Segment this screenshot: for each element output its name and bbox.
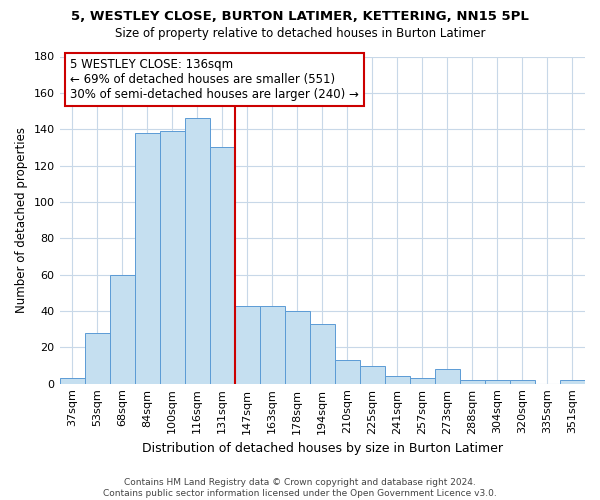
Bar (385, 376, 410, 384)
Bar (560, 380, 585, 384)
Bar (209, 148, 235, 384)
Text: Size of property relative to detached houses in Burton Latimer: Size of property relative to detached ho… (115, 28, 485, 40)
Bar (410, 378, 435, 384)
Text: Contains HM Land Registry data © Crown copyright and database right 2024.
Contai: Contains HM Land Registry data © Crown c… (103, 478, 497, 498)
Bar (260, 306, 285, 384)
Bar (134, 133, 160, 384)
Bar (110, 274, 134, 384)
X-axis label: Distribution of detached houses by size in Burton Latimer: Distribution of detached houses by size … (142, 442, 503, 455)
Bar (360, 366, 385, 384)
Bar (460, 380, 485, 384)
Y-axis label: Number of detached properties: Number of detached properties (15, 127, 28, 313)
Bar (235, 306, 260, 384)
Bar (85, 333, 110, 384)
Bar (435, 369, 460, 384)
Bar (160, 131, 185, 384)
Bar (285, 311, 310, 384)
Bar (310, 324, 335, 384)
Bar (185, 118, 209, 384)
Bar (335, 360, 360, 384)
Text: 5 WESTLEY CLOSE: 136sqm
← 69% of detached houses are smaller (551)
30% of semi-d: 5 WESTLEY CLOSE: 136sqm ← 69% of detache… (70, 58, 359, 101)
Bar (59, 378, 85, 384)
Bar (510, 380, 535, 384)
Text: 5, WESTLEY CLOSE, BURTON LATIMER, KETTERING, NN15 5PL: 5, WESTLEY CLOSE, BURTON LATIMER, KETTER… (71, 10, 529, 23)
Bar (485, 380, 510, 384)
